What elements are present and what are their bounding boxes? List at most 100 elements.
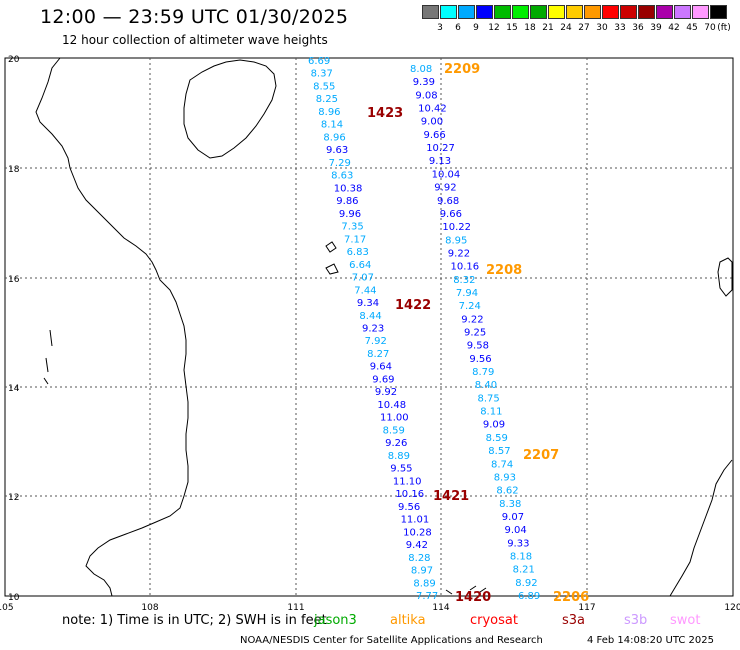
wave-value: 10.38: [334, 183, 363, 194]
wave-value: 9.04: [505, 525, 527, 536]
wave-value: 9.69: [372, 374, 394, 385]
wave-value: 9.09: [483, 420, 505, 431]
wave-value: 9.63: [326, 145, 348, 156]
wave-value: 9.22: [448, 248, 470, 259]
wave-value: 9.92: [434, 183, 456, 194]
legend-swatch: [440, 5, 457, 19]
wave-value: 9.33: [507, 538, 529, 549]
wave-value: 8.75: [478, 393, 500, 404]
legend-label: 45: [686, 23, 698, 33]
wave-value: 9.66: [424, 130, 446, 141]
satellite-label: jason3: [314, 613, 357, 628]
legend-swatch: [476, 5, 493, 19]
wave-value: 8.44: [359, 311, 381, 322]
pass-track-2209: 8.08 9.39 9.08 10.42 9.00 9.66 10.27 9.13 10.04 9…: [410, 64, 540, 602]
legend-swatch: [710, 5, 727, 19]
wave-value: 8.38: [499, 499, 521, 510]
satellite-label: s3b: [624, 613, 648, 628]
wave-value: 10.16: [451, 262, 480, 273]
wave-value: 10.48: [377, 400, 406, 411]
wave-value: 7.35: [341, 222, 363, 233]
track-time-label: 1423: [367, 106, 403, 121]
x-tick-label: 105: [0, 603, 14, 613]
track-time-label: 1421: [433, 489, 469, 504]
x-tick-label: 108: [141, 603, 158, 613]
wave-value: 11.01: [401, 515, 430, 526]
wave-value: 7.77: [416, 591, 438, 602]
legend-label: 36: [632, 23, 644, 33]
legend-swatch: [494, 5, 511, 19]
legend-swatch: [656, 5, 673, 19]
legend-label: 39: [650, 23, 662, 33]
legend-swatch: [422, 5, 439, 19]
wave-value: 9.39: [413, 77, 435, 88]
wave-value: 8.63: [331, 171, 353, 182]
wave-value: 10.28: [403, 527, 432, 538]
x-tick-label: 120: [724, 603, 740, 613]
note-text: note: 1) Time is in UTC; 2) SWH is in fe…: [62, 613, 327, 628]
y-tick-label: 12: [8, 493, 19, 503]
satellite-label: s3a: [562, 613, 586, 628]
legend-swatch: [584, 5, 601, 19]
wave-value: 8.92: [515, 578, 537, 589]
x-tick-label: 117: [578, 603, 595, 613]
wave-value: 8.93: [494, 472, 516, 483]
wave-value: 9.56: [398, 502, 420, 513]
wave-value: 8.95: [445, 235, 467, 246]
wave-value: 8.11: [480, 407, 502, 418]
y-tick-label: 10: [8, 593, 20, 603]
coastline: [35, 57, 733, 597]
wave-value: 8.97: [411, 566, 433, 577]
wave-value: 8.59: [486, 433, 508, 444]
wave-value: 9.26: [385, 438, 407, 449]
wave-value: 6.83: [347, 247, 369, 258]
wave-value: 8.25: [316, 94, 338, 105]
wave-value: 11.00: [380, 413, 409, 424]
wave-value: 10.22: [442, 222, 471, 233]
credit-line: NOAA/NESDIS Center for Satellite Applica…: [240, 635, 543, 646]
y-tick-label: 14: [8, 384, 20, 394]
legend-label: 15: [506, 23, 518, 33]
wave-value: 7.29: [329, 158, 351, 169]
legend-swatch: [458, 5, 475, 19]
wave-value: 11.10: [393, 476, 422, 487]
legend-label: 9: [473, 23, 479, 33]
legend-label: 30: [596, 23, 608, 33]
wave-value: 6.89: [518, 591, 540, 602]
wave-value: 9.13: [429, 156, 451, 167]
wave-value: 9.55: [390, 464, 412, 475]
pass-track-1423: 6.698.378.558.258.968.148.969.637.298.63…: [308, 56, 438, 602]
wave-value: 8.08: [410, 64, 432, 75]
wave-value: 10.16: [395, 489, 424, 500]
wave-value: 10.04: [432, 169, 461, 180]
legend-label: 70: [704, 23, 716, 33]
y-tick-label: 20: [8, 55, 20, 65]
legend-label: 24: [560, 23, 572, 33]
legend-swatch: [692, 5, 709, 19]
generated-timestamp: 4 Feb 14:08:20 UTC 2025: [587, 635, 714, 646]
legend-swatch: [674, 5, 691, 19]
wave-value: 6.64: [349, 260, 371, 271]
wave-value: 7.44: [354, 285, 376, 296]
wave-value: 7.92: [365, 336, 387, 347]
map-title: 12:00 — 23:59 UTC 01/30/2025: [40, 6, 349, 28]
wave-value: 9.68: [437, 196, 459, 207]
map-frame: [4, 57, 734, 597]
y-tick-label: 16: [8, 275, 20, 285]
legend-swatch: [512, 5, 529, 19]
track-time-label: 1422: [395, 298, 431, 313]
wave-value: 8.18: [510, 551, 532, 562]
wave-value: 7.17: [344, 234, 366, 245]
wave-value: 8.96: [318, 107, 340, 118]
legend-label: 33: [614, 23, 626, 33]
wave-value: 8.27: [367, 349, 389, 360]
legend-label: 27: [578, 23, 590, 33]
wave-value: 9.66: [440, 209, 462, 220]
wave-value: 9.00: [421, 117, 443, 128]
legend-label: 6: [455, 23, 461, 33]
wave-value: 8.32: [453, 275, 475, 286]
track-time-label: 2209: [444, 62, 480, 77]
wave-value: 8.28: [408, 553, 430, 564]
lat-lon-grid: [5, 58, 733, 596]
